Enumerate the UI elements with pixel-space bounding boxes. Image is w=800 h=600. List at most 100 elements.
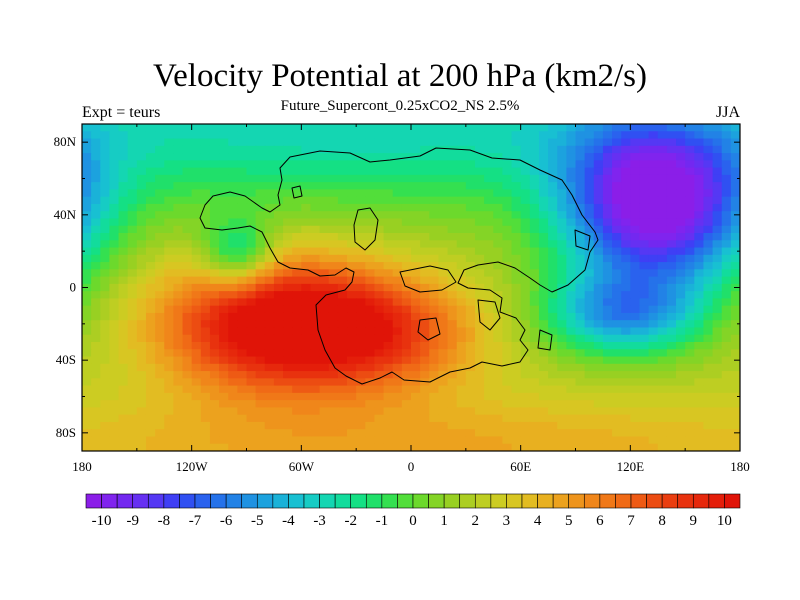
field-cell — [502, 203, 513, 212]
field-cell — [219, 305, 229, 314]
field-cell — [666, 327, 677, 336]
field-cell — [173, 160, 184, 169]
field-cell — [191, 131, 202, 140]
field-cell — [730, 436, 740, 445]
colorbar-swatch — [319, 493, 336, 509]
field-cell — [91, 305, 101, 314]
field-cell — [593, 262, 604, 270]
field-cell — [209, 189, 220, 198]
field-cell — [630, 262, 641, 270]
field-cell — [264, 327, 275, 336]
field-cell — [283, 421, 293, 430]
field-cell — [621, 349, 631, 358]
field-cell — [136, 131, 147, 140]
field-cell — [666, 363, 677, 372]
field-cell — [237, 327, 248, 336]
field-cell — [593, 167, 604, 176]
field-cell — [401, 189, 412, 198]
field-cell — [730, 298, 740, 307]
field-cell — [100, 254, 111, 263]
field-cell — [328, 254, 339, 263]
field-cell — [548, 363, 558, 372]
field-cell — [639, 218, 650, 227]
field-cell — [365, 327, 376, 336]
colorbar: -10 -9 -8 -7 -6 -5 -4 -3 -2 -1 0 1 2 3 4 5 6 7 8 9 10 — [85, 493, 741, 529]
field-cell — [219, 283, 229, 292]
field-cell — [182, 131, 193, 140]
field-cell — [401, 349, 412, 358]
field-cell — [301, 385, 312, 394]
field-cell — [337, 305, 348, 314]
field-cell — [529, 429, 540, 438]
field-cell — [283, 342, 293, 350]
field-cell — [502, 312, 513, 321]
field-cell — [246, 262, 257, 270]
colorbar-swatch — [147, 493, 165, 509]
field-cell — [612, 327, 622, 336]
field-cell — [264, 225, 275, 234]
field-cell — [703, 392, 714, 401]
field-cell — [273, 312, 284, 321]
field-cell — [575, 385, 586, 394]
supercontinent-coastline — [199, 147, 599, 385]
field-cell — [694, 269, 705, 278]
field-cell — [548, 124, 558, 132]
field-cell — [127, 160, 138, 169]
field-cell — [529, 298, 540, 307]
field-cell — [520, 254, 531, 263]
colorbar-swatch — [101, 493, 118, 509]
field-cell — [127, 218, 138, 227]
field-cell — [420, 305, 430, 314]
colorbar-label: -9 — [126, 513, 139, 529]
field-cell — [529, 414, 540, 423]
field-cell — [145, 356, 156, 365]
field-cell — [292, 124, 302, 132]
field-cell — [155, 400, 165, 408]
field-cell — [630, 283, 641, 292]
field-cell — [520, 196, 531, 205]
field-cell — [474, 211, 485, 220]
field-cell — [292, 225, 302, 234]
field-cell — [621, 291, 631, 299]
field-cell — [237, 182, 248, 190]
field-cell — [91, 298, 101, 307]
field-cell — [109, 436, 120, 445]
field-cell — [91, 254, 101, 263]
field-cell — [200, 291, 211, 299]
field-cell — [392, 392, 403, 401]
field-cell — [630, 392, 641, 401]
field-cell — [621, 392, 631, 401]
field-cell — [630, 363, 641, 372]
field-cell — [328, 262, 339, 270]
field-cell — [648, 240, 659, 249]
field-cell — [264, 174, 275, 183]
field-cell — [685, 305, 695, 314]
field-cell — [666, 247, 677, 256]
field-cell — [529, 400, 540, 408]
field-cell — [538, 400, 549, 408]
field-cell — [374, 225, 385, 234]
field-cell — [465, 211, 476, 220]
field-cell — [191, 160, 202, 169]
field-cell — [374, 254, 385, 263]
field-cell — [474, 436, 485, 445]
field-cell — [575, 174, 586, 183]
field-cell — [593, 211, 604, 220]
field-cell — [648, 312, 659, 321]
field-cell — [666, 356, 677, 365]
field-cell — [685, 312, 695, 321]
field-cell — [447, 407, 458, 416]
field-cell — [584, 145, 595, 154]
field-cell — [502, 429, 513, 438]
field-cell — [493, 400, 503, 408]
inner-coastline-3 — [477, 299, 501, 331]
field-cell — [602, 233, 613, 241]
field-cell — [730, 167, 740, 176]
field-cell — [255, 233, 266, 241]
field-cell — [639, 196, 650, 205]
field-cell — [365, 298, 376, 307]
field-cell — [411, 429, 421, 438]
field-cell — [246, 124, 257, 132]
field-cell — [602, 298, 613, 307]
field-cell — [100, 138, 111, 147]
